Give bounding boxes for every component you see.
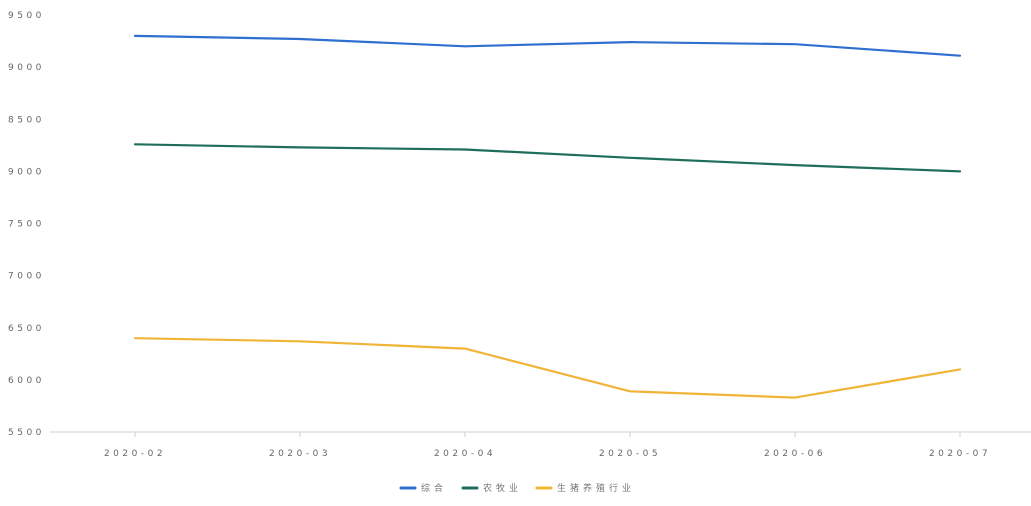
legend: 综合 农牧业 生猪养殖行业 xyxy=(399,482,635,494)
x-tick-label: 2020-06 xyxy=(764,449,826,459)
y-tick-label: 9000 xyxy=(8,167,45,177)
y-tick-label: 7000 xyxy=(8,272,45,282)
x-tick-label: 2020-05 xyxy=(599,449,661,459)
series-line-1 xyxy=(133,34,962,57)
legend-item-label: 农牧业 xyxy=(483,482,522,494)
series-layer xyxy=(133,34,962,399)
y-tick-label: 5500 xyxy=(8,428,45,438)
x-tick-label: 2020-03 xyxy=(269,449,331,459)
series-line-3 xyxy=(133,337,962,399)
y-tick-label: 8500 xyxy=(8,115,45,125)
x-tick-label: 2020-07 xyxy=(929,449,991,459)
series-line-2 xyxy=(133,143,962,173)
legend-item-label: 综合 xyxy=(421,482,447,494)
x-tick-label: 2020-02 xyxy=(104,449,166,459)
x-tick-label: 2020-04 xyxy=(434,449,496,459)
legend-item-label: 生猪养殖行业 xyxy=(557,482,635,494)
y-tick-label: 9000 xyxy=(8,63,45,73)
axis-layer: 5500 6000 6500 7000 7500 9000 8500 9000 9500 2020… xyxy=(8,11,1031,459)
y-tick-label: 7500 xyxy=(8,220,45,230)
y-tick-label: 9500 xyxy=(8,11,45,21)
y-tick-label: 6500 xyxy=(8,324,45,334)
y-tick-label: 6000 xyxy=(8,376,45,386)
